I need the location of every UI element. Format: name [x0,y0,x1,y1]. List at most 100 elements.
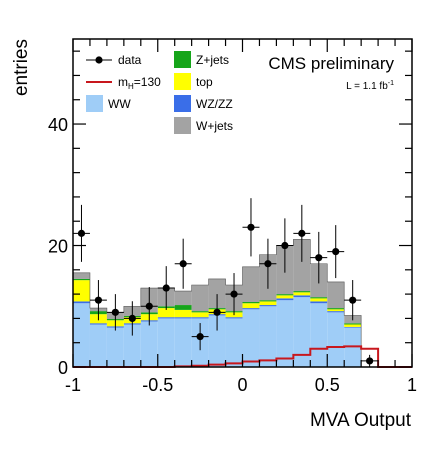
bar-top [174,309,192,318]
data-point [73,204,90,262]
bar-ww [89,324,107,367]
data-marker [230,290,238,298]
legend-label: data [118,53,142,67]
data-point [344,280,362,321]
data-marker [196,333,204,341]
luminosity-value: L = 1.1 fb [346,81,388,92]
data-point [327,225,345,279]
data-point [106,294,124,331]
bar-z-jets [73,278,90,281]
data-point [208,294,226,331]
legend: data Z+jets mH=130 top WW WZ/ZZ W+jets [86,51,233,134]
x-tick-label: 1 [407,375,417,395]
data-marker [77,229,86,237]
y-axis-title: entries [11,39,32,96]
data-marker [213,308,221,316]
stack-outline [73,239,412,368]
data-marker [247,223,255,231]
bar-w-jets [73,272,90,279]
data-marker [111,308,119,316]
bar-w-jets [327,281,345,309]
data-marker [179,260,187,268]
bar-z-jets [344,323,362,325]
legend-label-tail: =130 [134,75,161,89]
bar-z-jets [242,302,260,304]
legend-entry: top [174,73,213,90]
bar-z-jets [191,311,209,313]
bar-wz-zz [89,323,107,325]
bar-z-jets [293,291,311,293]
bar-ww [327,312,345,367]
legend-swatch [174,117,191,134]
bar-z-jets [327,308,345,310]
data-point [225,273,243,316]
legend-label-text: W+jets [196,119,233,133]
data-point [191,323,209,351]
luminosity-exponent: -1 [388,80,394,87]
bar-ww [242,309,260,367]
data-point [157,266,175,310]
data-points [73,198,379,367]
legend-swatch [174,51,191,68]
x-axis-title: MVA Output [310,410,412,431]
bar-wz-zz [276,298,294,301]
bar-top [344,324,362,327]
x-tick-label: -0.5 [142,375,173,395]
x-tick-label: 0.5 [315,375,340,395]
legend-label-text: WW [108,97,131,111]
legend-label-text: WZ/ZZ [196,97,233,111]
data-marker [315,254,323,262]
bar-ww [276,300,294,367]
bar-ww [157,318,175,367]
data-point [242,198,260,257]
legend-swatch [86,95,103,112]
bar-top [191,312,209,318]
bar-w-jets [174,291,192,306]
bar-ww [106,327,124,367]
data-marker [162,284,170,292]
x-tick-label: 0 [237,375,247,395]
bar-z-jets [174,305,192,310]
bar-wz-zz [174,317,192,319]
legend-swatch [174,73,191,90]
legend-label: WW [108,97,131,111]
legend-data-marker [95,56,103,64]
luminosity-label: L = 1.1 fb-1 [346,80,394,92]
legend-entry: WZ/ZZ [174,95,233,112]
data-marker [145,302,153,310]
bar-wz-zz [225,317,243,319]
data-point [140,287,158,326]
bar-ww [293,297,311,367]
data-marker [264,260,272,268]
data-marker [332,247,340,256]
bar-wz-zz [191,317,209,319]
data-marker [349,296,357,304]
bar-w-jets [242,266,260,303]
bar-ww [310,303,328,367]
data-point [293,204,311,262]
bar-w-jets [191,285,209,312]
bar-top [157,308,175,318]
legend-label-subscript: H [128,82,134,91]
data-point [89,280,107,321]
legend-entry: Z+jets [174,51,229,68]
bar-wz-zz [157,317,175,319]
legend-entry: data [86,53,142,67]
bar-z-jets [276,294,294,296]
bar-top [259,301,277,306]
data-marker [298,229,306,237]
experiment-label: CMS preliminary [268,54,394,73]
legend-entry: WW [86,95,131,112]
bar-wz-zz [293,295,311,298]
bar-wz-zz [344,326,362,328]
bar-wz-zz [310,301,328,304]
bar-wz-zz [242,308,260,310]
y-tick-label: 20 [48,237,68,257]
bar-wz-zz [327,311,345,313]
bar-ww [123,324,141,367]
data-marker [128,314,136,323]
bar-z-jets [310,297,328,299]
bar-top [327,309,345,312]
data-point [361,354,379,367]
